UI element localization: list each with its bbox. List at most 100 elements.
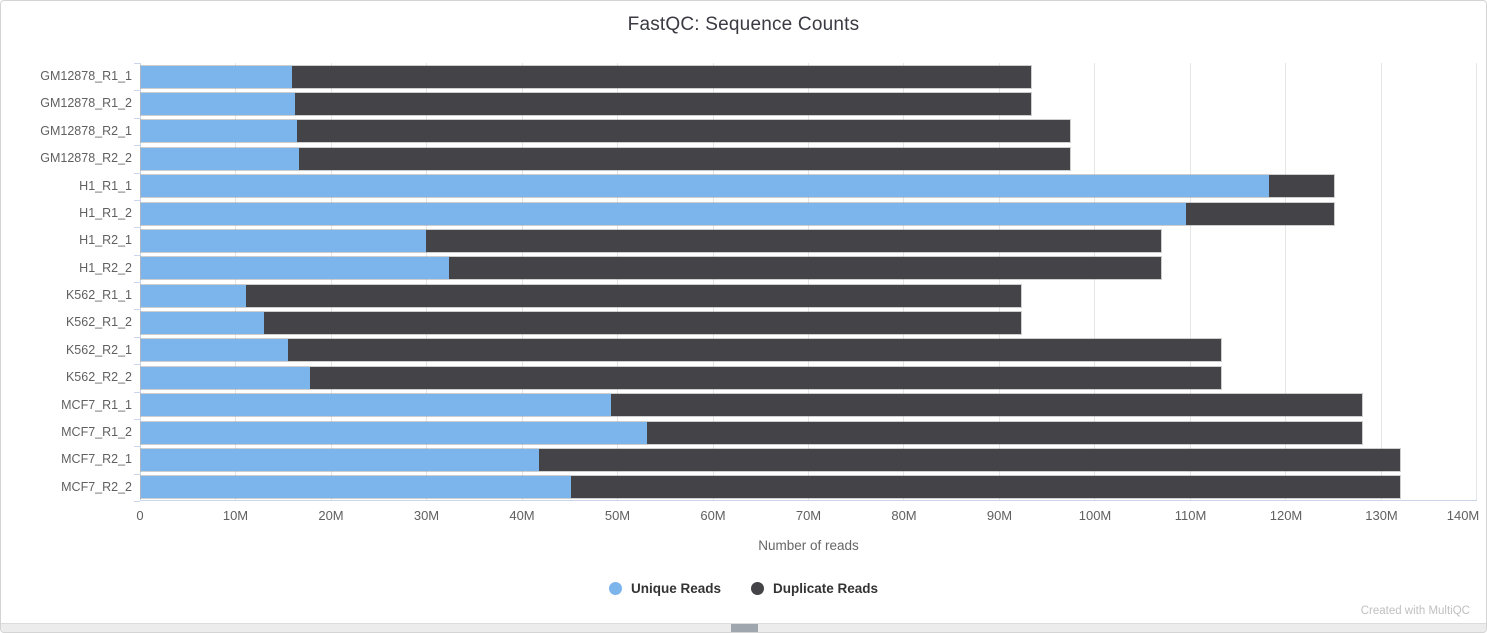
x-axis-tick-label: 20M (318, 508, 344, 523)
x-axis-tick-label: 40M (509, 508, 535, 523)
y-axis-tick (134, 172, 140, 174)
bar-segment-duplicate-reads[interactable] (296, 120, 1071, 143)
y-axis-tick (134, 199, 140, 201)
gridline (235, 63, 237, 500)
bar-segment-unique-reads[interactable] (141, 312, 265, 335)
bar-segment-duplicate-reads[interactable] (611, 394, 1363, 417)
bar-stack (141, 476, 1400, 499)
bar-segment-duplicate-reads[interactable] (1185, 202, 1334, 225)
chart-title: FastQC: Sequence Counts (627, 14, 860, 35)
created-with-multiqc-link[interactable]: Created with MultiQC (1360, 605, 1470, 617)
y-axis-category-label: H1_R1_2 (79, 205, 132, 220)
bar-segment-unique-reads[interactable] (141, 476, 572, 499)
bar-segment-unique-reads[interactable] (141, 229, 427, 252)
y-axis-category-label: H1_R2_2 (79, 260, 132, 275)
bar-segment-duplicate-reads[interactable] (646, 421, 1363, 444)
bar-segment-unique-reads[interactable] (141, 120, 297, 143)
bar-row-k562_r2_2 (141, 364, 1477, 391)
y-axis-labels: GM12878_R1_1 GM12878_R1_2 GM12878_R2_1 GM12… (1, 63, 132, 501)
x-axis-tick-label: 90M (986, 508, 1013, 523)
bar-segment-unique-reads[interactable] (141, 448, 539, 471)
y-axis-category-label: MCF7_R2_1 (61, 452, 132, 467)
x-axis-title: Number of reads (758, 538, 859, 553)
bar-segment-duplicate-reads[interactable] (294, 93, 1032, 116)
y-axis-category-label: GM12878_R2_2 (40, 151, 132, 166)
bar-stack (141, 339, 1222, 362)
bar-segment-duplicate-reads[interactable] (309, 366, 1222, 389)
legend-item-duplicate-reads[interactable]: Duplicate Reads (750, 581, 879, 596)
bar-segment-duplicate-reads[interactable] (287, 339, 1222, 362)
bar-stack (141, 448, 1400, 471)
y-axis-category-label: GM12878_R1_2 (40, 96, 132, 111)
x-axis-tick-label: 130M (1365, 508, 1398, 523)
y-axis-tick (134, 282, 140, 283)
y-axis-category-label: K562_R1_2 (65, 315, 132, 330)
bar-row-k562_r2_1 (141, 337, 1477, 364)
bar-segment-duplicate-reads[interactable] (449, 257, 1162, 280)
x-axis-tick-label: 50M (604, 508, 631, 523)
y-axis-category-label: GM12878_R1_1 (40, 69, 132, 83)
x-axis-tick-label: 10M (222, 508, 249, 523)
y-axis-category-label: MCF7_R1_1 (61, 397, 132, 412)
y-axis-category-label: H1_R1_1 (79, 178, 132, 193)
y-axis-category-label: H1_R2_1 (79, 233, 132, 248)
unique-reads-swatch-icon (608, 582, 622, 595)
bar-segment-duplicate-reads[interactable] (245, 284, 1021, 307)
bar-segment-unique-reads[interactable] (141, 339, 288, 362)
bar-segment-duplicate-reads[interactable] (538, 448, 1400, 471)
bar-stack (141, 312, 1021, 335)
y-axis-category-label: K562_R1_1 (65, 288, 132, 302)
bar-row-mcf7_r2_2 (141, 474, 1477, 501)
gridline (1094, 63, 1096, 500)
gridline (903, 63, 905, 500)
bar-row-gm12878_r1_2 (141, 90, 1477, 117)
y-axis-tick (134, 227, 140, 229)
bar-stack (141, 257, 1162, 280)
bar-row-mcf7_r2_1 (141, 446, 1477, 473)
bar-segment-unique-reads[interactable] (141, 257, 450, 280)
bar-segment-duplicate-reads[interactable] (571, 476, 1400, 499)
gridline (1285, 63, 1287, 500)
bar-stack (141, 65, 1032, 88)
bar-segment-duplicate-reads[interactable] (299, 147, 1071, 170)
legend-item-unique-reads[interactable]: Unique Reads (608, 581, 721, 596)
bar-segment-unique-reads[interactable] (141, 65, 292, 88)
horizontal-scrollbar-track[interactable] (1, 623, 1486, 632)
bar-segment-unique-reads[interactable] (141, 202, 1186, 225)
y-axis-tick (134, 473, 140, 475)
x-axis-tick-label: 120M (1269, 508, 1303, 523)
gridline (1189, 63, 1191, 500)
bar-segment-unique-reads[interactable] (141, 366, 310, 389)
gridline (998, 63, 1000, 500)
bar-row-gm12878_r2_2 (141, 145, 1477, 172)
bar-segment-duplicate-reads[interactable] (1268, 175, 1334, 198)
bar-row-gm12878_r1_1 (141, 63, 1477, 90)
bar-stack (141, 202, 1334, 225)
x-axis-tick-label: 60M (700, 508, 726, 523)
bar-row-h1_r2_1 (141, 227, 1477, 254)
bar-stack (141, 120, 1071, 143)
bar-stack (141, 147, 1071, 170)
bar-segment-duplicate-reads[interactable] (291, 65, 1032, 88)
horizontal-scrollbar-thumb[interactable] (731, 624, 758, 632)
bar-segment-unique-reads[interactable] (141, 421, 647, 444)
x-axis-tick-label: 100M (1078, 508, 1112, 523)
y-axis-tick (134, 391, 140, 393)
x-axis-tick-label: 80M (891, 508, 917, 523)
bar-segment-unique-reads[interactable] (141, 394, 612, 417)
legend-label: Unique Reads (630, 581, 721, 596)
bar-segment-duplicate-reads[interactable] (426, 229, 1162, 252)
x-axis-tick-label: 140M (1446, 508, 1480, 523)
legend-label: Duplicate Reads (772, 581, 879, 596)
y-axis-tick (134, 117, 140, 119)
bar-segment-unique-reads[interactable] (141, 93, 295, 116)
gridline (617, 63, 619, 500)
y-axis-category-label: K562_R2_1 (65, 342, 132, 357)
bar-segment-unique-reads[interactable] (141, 175, 1269, 198)
bar-stack (141, 229, 1162, 252)
bar-segment-unique-reads[interactable] (141, 284, 246, 307)
bar-segment-duplicate-reads[interactable] (264, 312, 1021, 335)
gridline (426, 63, 428, 500)
legend: Unique Reads Duplicate Reads (1, 581, 1486, 596)
bar-segment-unique-reads[interactable] (141, 147, 300, 170)
